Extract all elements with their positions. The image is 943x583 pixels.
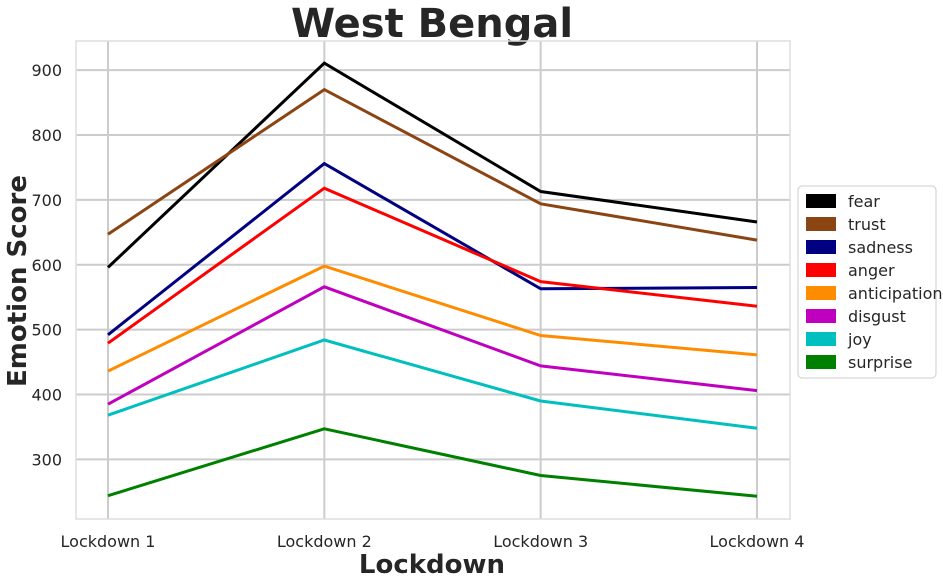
tick-labels: 300 400 500 600 700 800 900 Lockdown 1 Lockdown …	[31, 61, 804, 551]
series-line-disgust	[107, 285, 758, 406]
legend-label-anger: anger	[848, 261, 895, 280]
gridlines	[76, 41, 790, 519]
chart-title: West Bengal	[291, 1, 573, 47]
legend-swatch-sadness	[806, 240, 836, 254]
legend-swatch-joy	[806, 332, 836, 346]
x-tick-label: Lockdown 3	[493, 532, 588, 551]
y-tick-label: 500	[31, 321, 62, 340]
y-tick-label: 600	[31, 256, 62, 275]
legend-box	[797, 185, 937, 379]
series-lines	[106, 61, 758, 498]
y-tick-label: 300	[31, 450, 62, 469]
legend-swatch-trust	[806, 217, 836, 231]
legend-label-disgust: disgust	[848, 307, 906, 326]
series-line-anger	[107, 186, 758, 345]
y-tick-label: 900	[31, 61, 62, 80]
x-tick-label: Lockdown 2	[277, 532, 372, 551]
plot-area	[75, 40, 791, 520]
x-tick-label: Lockdown 4	[710, 532, 805, 551]
legend-label-anticipation: anticipation	[848, 284, 943, 303]
legend-label-joy: joy	[847, 330, 872, 349]
y-tick-label: 400	[31, 385, 62, 404]
legend-label-fear: fear	[848, 192, 880, 211]
legend-swatch-anticipation	[806, 286, 836, 300]
y-axis-title: Emotion Score	[3, 175, 33, 387]
series-line-anticipation	[107, 264, 758, 373]
series-line-joy	[107, 338, 758, 430]
y-tick-label: 800	[31, 126, 62, 145]
y-tick-label: 700	[31, 191, 62, 210]
x-axis-title: Lockdown	[359, 550, 505, 580]
legend-label-surprise: surprise	[848, 353, 912, 372]
series-line-fear	[106, 61, 758, 269]
legend-swatch-fear	[806, 194, 836, 208]
series-line-sadness	[107, 161, 758, 336]
legend-label-trust: trust	[848, 215, 886, 234]
legend-label-sadness: sadness	[848, 238, 913, 257]
x-tick-label: Lockdown 1	[61, 532, 156, 551]
series-line-surprise	[107, 427, 758, 498]
series-line-trust	[107, 87, 758, 242]
legend-swatch-anger	[806, 263, 836, 277]
legend: fear trust sadness anger anticipation disgust…	[797, 185, 943, 379]
legend-swatch-surprise	[806, 355, 836, 369]
legend-swatch-disgust	[806, 309, 836, 323]
